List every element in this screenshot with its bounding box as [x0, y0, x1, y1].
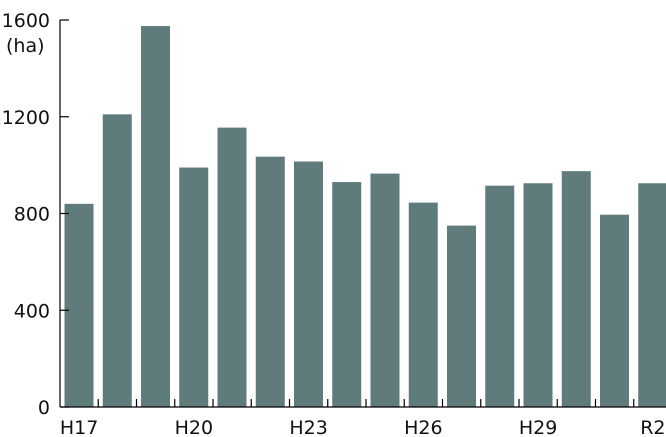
y-tick-label: 0: [38, 397, 50, 419]
bar-H18: [102, 114, 132, 408]
bar-H28: [485, 185, 515, 407]
bar-H24: [332, 182, 362, 407]
bar-H29: [523, 183, 553, 407]
bar-H21: [217, 127, 247, 408]
y-tick-label: 1600: [2, 10, 50, 32]
y-ticks-group: 0 400 800 1200 1600: [2, 10, 69, 419]
bar-H23: [294, 161, 323, 407]
x-tick-label-R2: R2: [640, 417, 665, 437]
x-ticks-group: H17 H20 H23 H26 H29 R2: [60, 399, 666, 437]
y-tick-label: 1200: [2, 107, 50, 129]
y-tick-label: 800: [14, 204, 50, 226]
bar-H22: [255, 156, 285, 407]
bar-H26: [408, 202, 438, 407]
bar-H17: [64, 203, 94, 407]
y-tick-label: 400: [14, 300, 50, 322]
x-tick-label-H20: H20: [175, 417, 213, 437]
bars-group: [64, 26, 666, 408]
bar-R2: [638, 183, 666, 407]
bar-H27: [447, 225, 476, 407]
x-tick-label-H23: H23: [289, 417, 327, 437]
bar-H30: [561, 171, 591, 407]
y-axis-label: (ha): [6, 35, 45, 57]
x-tick-label-H26: H26: [404, 417, 442, 437]
x-tick-label-H29: H29: [519, 417, 557, 437]
x-tick-label-H17: H17: [60, 417, 98, 437]
bar-R1: [600, 214, 629, 407]
bar-H25: [370, 173, 400, 407]
bar-H19: [141, 26, 170, 407]
bar-H20: [179, 167, 209, 407]
